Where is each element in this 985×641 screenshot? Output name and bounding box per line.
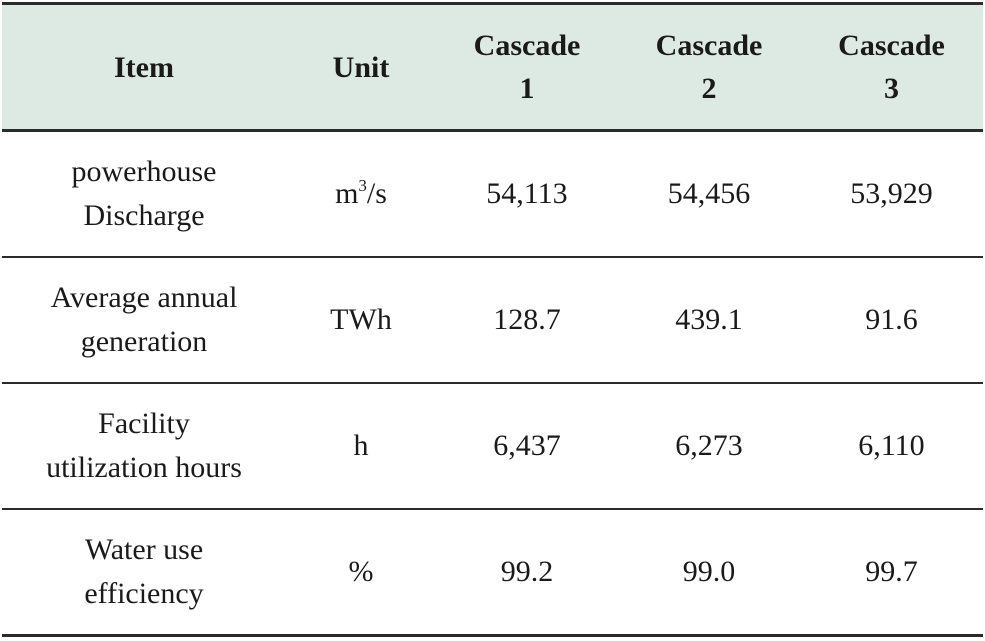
header-cascade-2: Cascade 2 bbox=[618, 2, 800, 132]
row-unit: % bbox=[286, 509, 436, 637]
header-unit: Unit bbox=[286, 2, 436, 132]
cascade-1-value: 6,437 bbox=[436, 383, 618, 510]
table-row: powerhouse Discharge m3/s 54,113 54,456 5… bbox=[2, 130, 983, 258]
row-item-label: Facility utilization hours bbox=[2, 383, 286, 510]
header-cascade-1: Cascade 1 bbox=[436, 2, 618, 132]
cascade-2-value: 99.0 bbox=[618, 509, 800, 637]
cascade-2-value: 439.1 bbox=[618, 257, 800, 384]
row-item-label: Average annual generation bbox=[2, 257, 286, 384]
row-unit: h bbox=[286, 383, 436, 510]
cascade-3-value: 99.7 bbox=[800, 509, 983, 637]
cascade-3-value: 6,110 bbox=[800, 383, 983, 510]
header-cascade-3: Cascade 3 bbox=[800, 2, 983, 132]
row-unit: TWh bbox=[286, 257, 436, 384]
table-row: Facility utilization hours h 6,437 6,273 … bbox=[2, 383, 983, 510]
row-item-label: powerhouse Discharge bbox=[2, 130, 286, 258]
cascade-3-value: 53,929 bbox=[800, 130, 983, 258]
row-item-label: Water use efficiency bbox=[2, 509, 286, 637]
table-row: Average annual generation TWh 128.7 439.1… bbox=[2, 257, 983, 384]
header-item: Item bbox=[2, 2, 286, 132]
cascade-3-value: 91.6 bbox=[800, 257, 983, 384]
cascade-2-value: 54,456 bbox=[618, 130, 800, 258]
cascade-1-value: 128.7 bbox=[436, 257, 618, 384]
cascade-2-value: 6,273 bbox=[618, 383, 800, 510]
table-row: Water use efficiency % 99.2 99.0 99.7 bbox=[2, 509, 983, 637]
row-unit: m3/s bbox=[286, 130, 436, 258]
cascade-1-value: 54,113 bbox=[436, 130, 618, 258]
table-header-row: Item Unit Cascade 1 Cascade 2 Cascade 3 bbox=[2, 2, 983, 132]
cascade-1-value: 99.2 bbox=[436, 509, 618, 637]
